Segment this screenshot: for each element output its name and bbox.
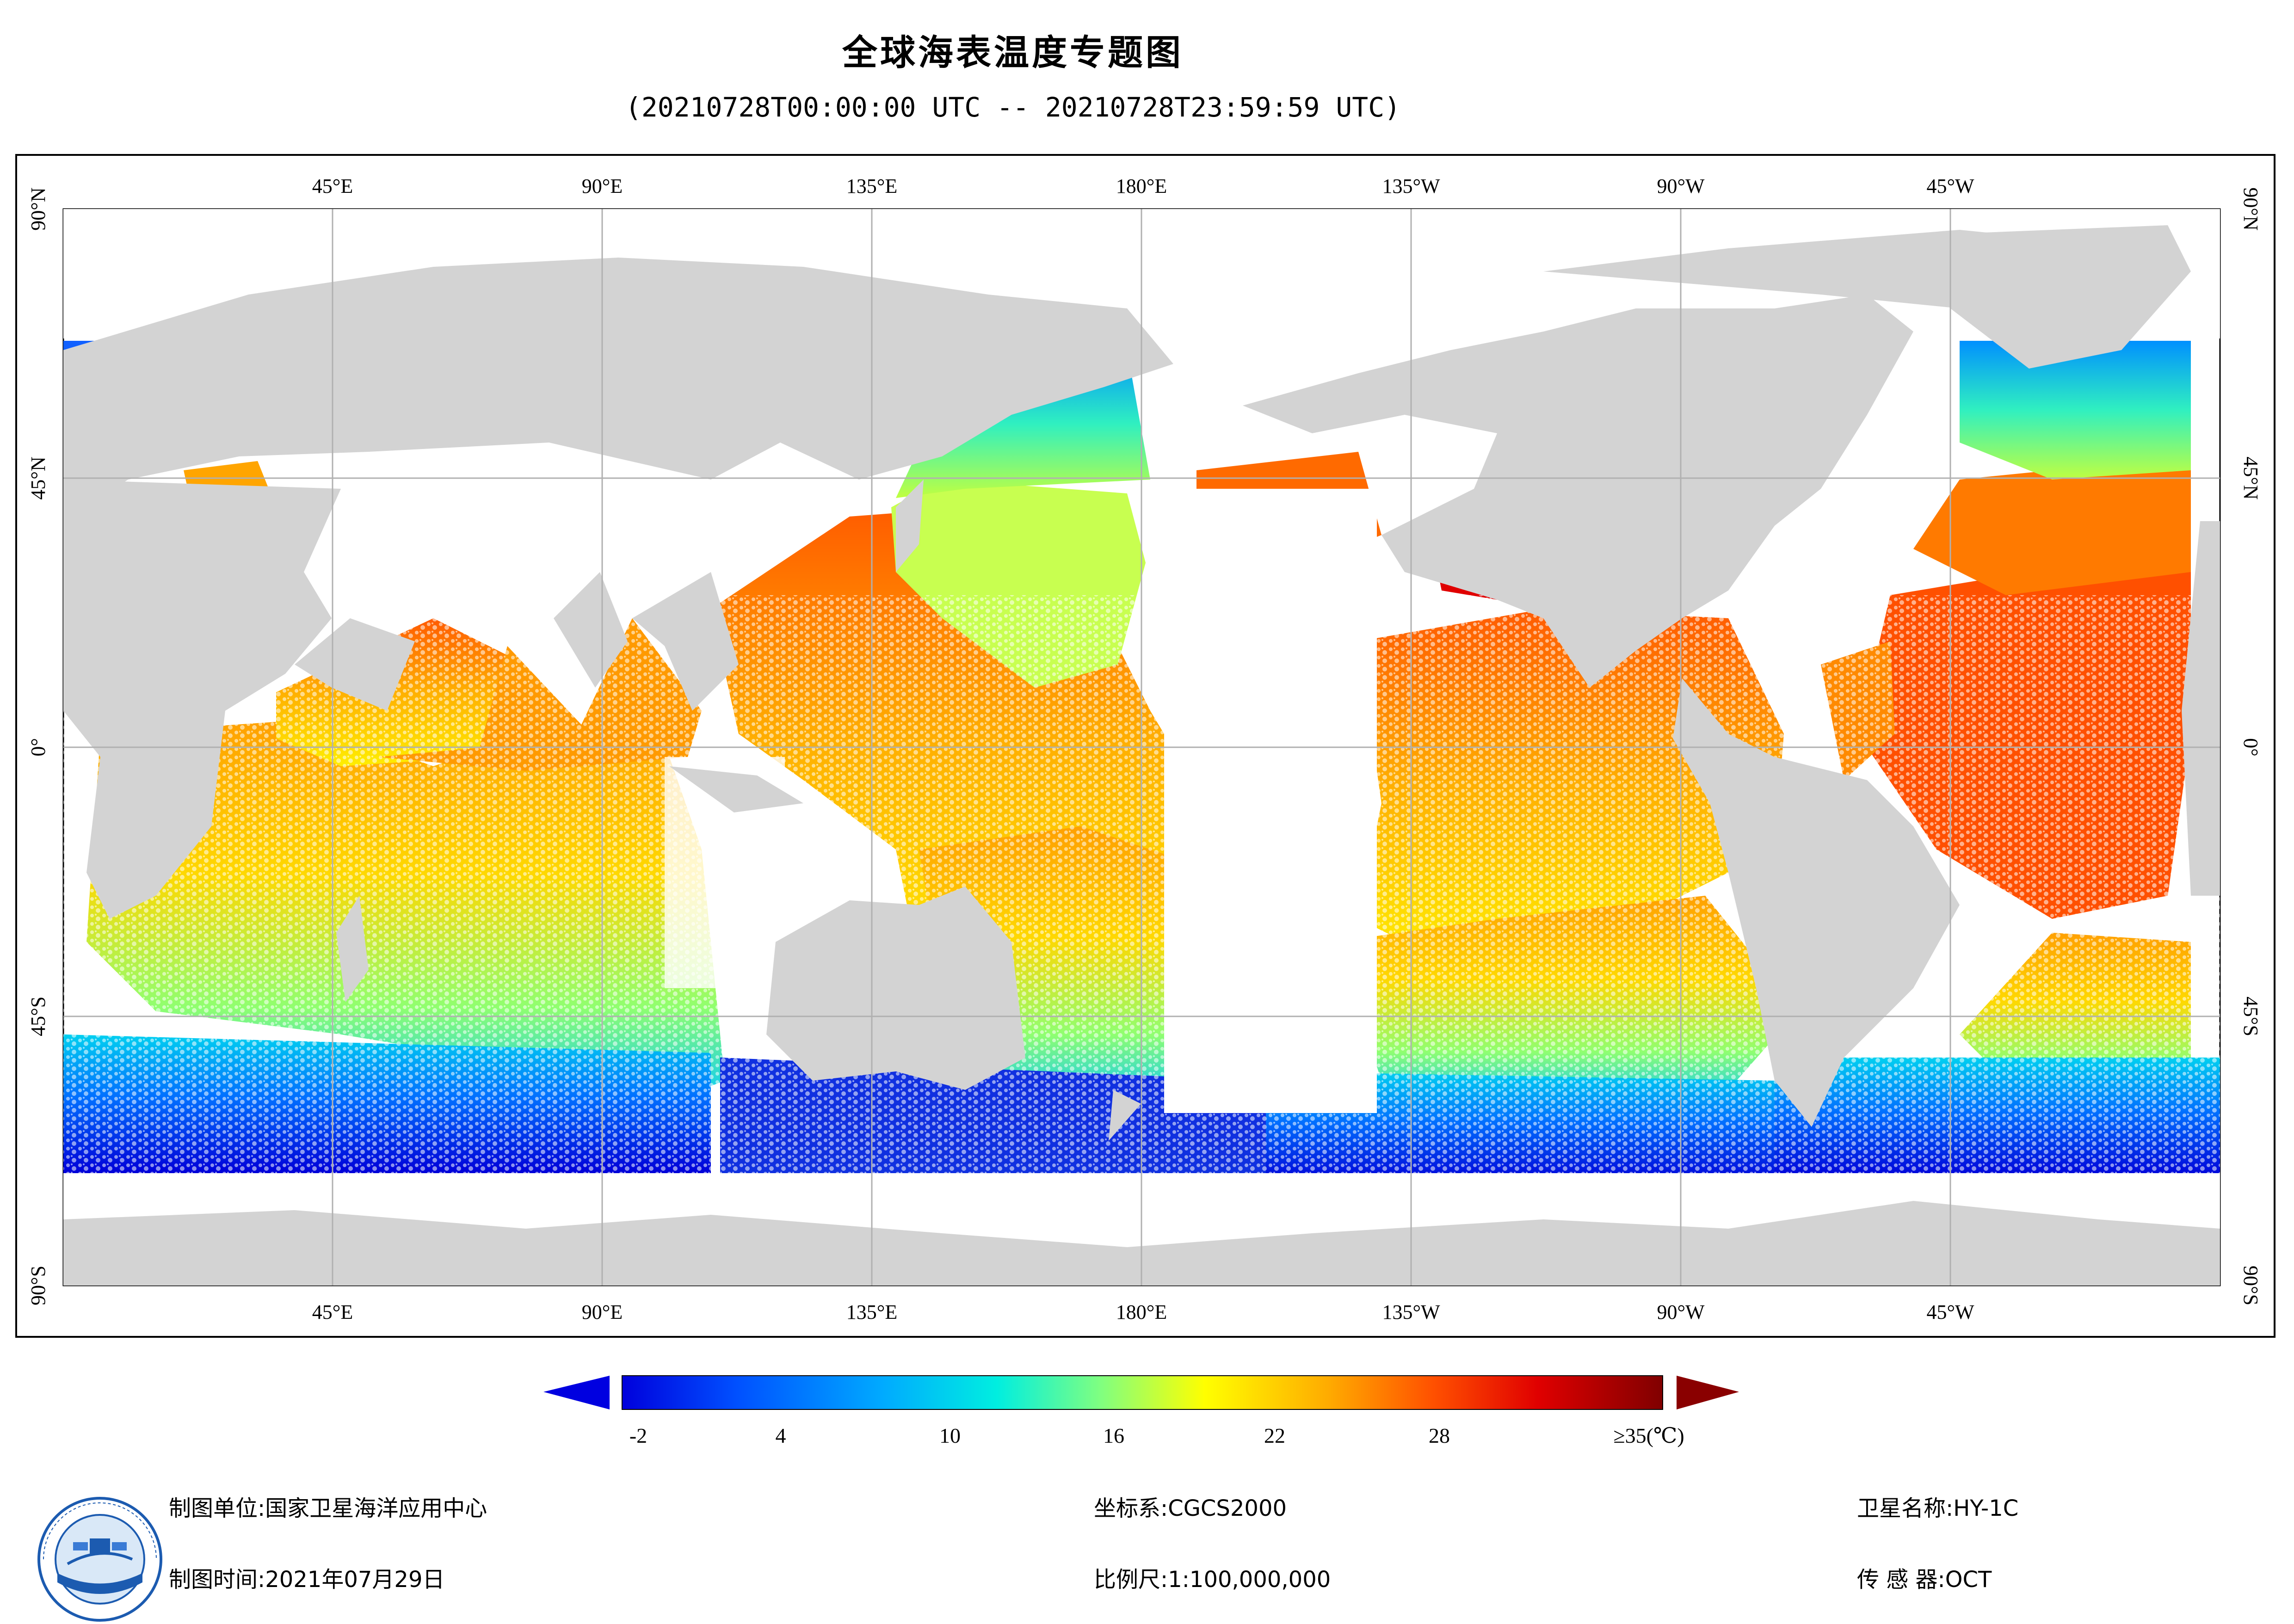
scale-value: 1:100,000,000 — [1168, 1567, 1331, 1593]
lat-label: 45°S — [27, 997, 49, 1036]
lon-label: 180°E — [1116, 175, 1167, 197]
sst-map[interactable]: 45°E 90°E 135°E 180°E 135°W 90°W 45°W 45… — [17, 156, 2274, 1336]
sensor-name: 传 感 器:OCT — [1857, 1561, 1992, 1593]
map-date: 制图时间:2021年07月29日 — [169, 1561, 445, 1593]
colorbar-tick: 4 — [776, 1424, 786, 1447]
lon-labels-bottom: 45°E 90°E 135°E 180°E 135°W 90°W 45°W — [312, 1301, 1974, 1323]
lon-label: 135°E — [846, 175, 897, 197]
sensor-label: 传 感 器: — [1857, 1567, 1945, 1593]
lon-labels-top: 45°E 90°E 135°E 180°E 135°W 90°W 45°W — [312, 175, 1974, 197]
nsoas-logo — [37, 1497, 162, 1622]
lon-label: 90°E — [582, 1301, 623, 1323]
lat-label: 90°S — [2239, 1266, 2262, 1305]
lat-labels-right: 90°N 45°N 0° 45°S 90°S — [2239, 187, 2262, 1305]
time-range-subtitle: (20210728T00:00:00 UTC -- 20210728T23:59… — [625, 92, 1401, 123]
lon-label: 90°E — [582, 175, 623, 197]
lon-label: 90°W — [1657, 175, 1705, 197]
colorbar-tick: -2 — [629, 1424, 647, 1447]
plot-area — [62, 208, 2221, 1286]
lat-label: 90°N — [27, 187, 49, 230]
satellite-value: HY-1C — [1953, 1495, 2019, 1521]
colorbar-over-arrow — [1677, 1376, 1739, 1409]
colorbar-tick: ≥35(℃) — [1613, 1424, 1684, 1447]
lat-label: 0° — [2239, 738, 2262, 757]
colorbar-tick: 16 — [1103, 1424, 1124, 1447]
date-label: 制图时间: — [169, 1567, 265, 1593]
map-scale: 比例尺:1:100,000,000 — [1094, 1561, 1331, 1593]
page-title: 全球海表温度专题图 — [842, 32, 1184, 73]
lon-label: 45°E — [312, 175, 353, 197]
colorbar-gradient — [622, 1375, 1663, 1410]
lat-label: 0° — [27, 738, 49, 757]
producer-label: 制图单位: — [169, 1495, 265, 1521]
lat-label: 90°S — [27, 1266, 49, 1305]
lon-label: 180°E — [1116, 1301, 1167, 1323]
coordinate-system: 坐标系:CGCS2000 — [1094, 1490, 1287, 1522]
sensor-value: OCT — [1945, 1567, 1992, 1593]
colorbar-tick: 28 — [1429, 1424, 1450, 1447]
crs-value: CGCS2000 — [1168, 1495, 1287, 1521]
producer-value: 国家卫星海洋应用中心 — [265, 1495, 487, 1521]
lat-label: 90°N — [2239, 187, 2262, 230]
colorbar-under-arrow — [543, 1376, 610, 1409]
colorbar-tick: 22 — [1264, 1424, 1285, 1447]
lat-label: 45°N — [2239, 456, 2262, 499]
satellite-label: 卫星名称: — [1857, 1495, 1954, 1521]
colorbar-tick: 10 — [939, 1424, 961, 1447]
map-producer: 制图单位:国家卫星海洋应用中心 — [169, 1490, 487, 1522]
lat-label: 45°N — [27, 456, 49, 499]
lon-label: 90°W — [1657, 1301, 1705, 1323]
lon-label: 135°W — [1382, 1301, 1440, 1323]
scale-label: 比例尺: — [1094, 1567, 1168, 1593]
map-frame[interactable]: 45°E 90°E 135°E 180°E 135°W 90°W 45°W 45… — [15, 154, 2276, 1338]
lon-label: 45°W — [1926, 175, 1974, 197]
graticule — [63, 209, 2220, 1286]
lon-label: 135°E — [846, 1301, 897, 1323]
lon-label: 45°W — [1926, 1301, 1974, 1323]
lat-label: 45°S — [2239, 997, 2262, 1036]
crs-label: 坐标系: — [1094, 1495, 1168, 1521]
lat-labels-left: 90°N 45°N 0° 45°S 90°S — [27, 187, 49, 1305]
satellite-name: 卫星名称:HY-1C — [1857, 1490, 2018, 1522]
date-value: 2021年07月29日 — [265, 1567, 445, 1593]
lon-label: 45°E — [312, 1301, 353, 1323]
lon-label: 135°W — [1382, 175, 1440, 197]
